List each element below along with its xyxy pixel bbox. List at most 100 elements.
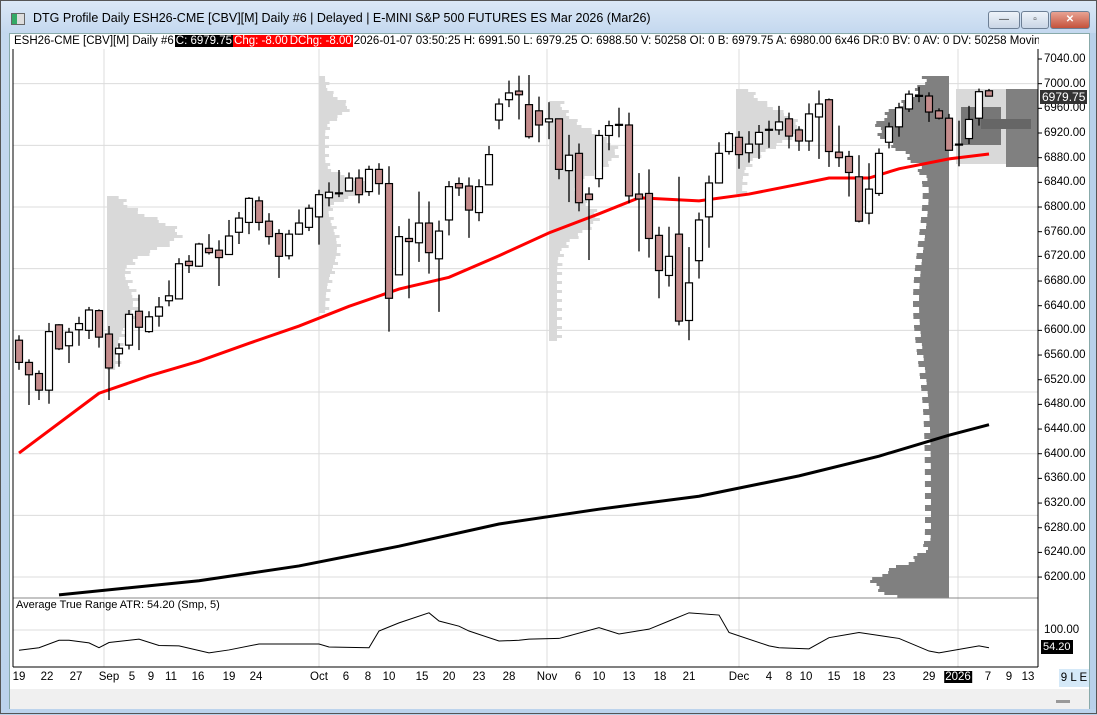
- date-tick-label: 7: [984, 671, 992, 683]
- candle-up: [474, 186, 484, 214]
- date-tick-label: 22: [40, 671, 54, 683]
- candle-up: [444, 186, 454, 221]
- price-tick-label: 6520.00: [1044, 373, 1086, 386]
- date-tick-label: 8: [785, 671, 793, 683]
- candle-up: [864, 188, 874, 214]
- candle-up: [294, 222, 304, 235]
- date-tick-label: 24: [249, 671, 263, 683]
- composite-profile: [981, 119, 1031, 129]
- candle-down: [674, 233, 684, 322]
- candle-down: [34, 372, 44, 391]
- candle-up: [194, 243, 204, 267]
- date-tick-label: 16: [191, 671, 205, 683]
- candle-up: [704, 182, 714, 218]
- window-title: DTG Profile Daily ESH26-CME [CBV][M] Dai…: [33, 11, 651, 25]
- date-tick-label: 21: [682, 671, 696, 683]
- date-tick-label: 13: [1021, 671, 1035, 683]
- candle-down: [924, 95, 934, 113]
- date-tick-label: 11: [165, 671, 177, 683]
- candle-up: [44, 330, 54, 391]
- date-tick-label: 6: [574, 671, 582, 683]
- minimize-button[interactable]: —: [988, 11, 1020, 29]
- date-tick-label: 23: [882, 671, 896, 683]
- candle-down: [254, 200, 264, 224]
- candle-up: [974, 91, 984, 119]
- candle-down: [424, 222, 434, 254]
- candle-down: [854, 176, 864, 222]
- candle-up: [224, 235, 234, 256]
- price-tick-label: 6840.00: [1044, 176, 1086, 189]
- price-tick-label: 6800.00: [1044, 201, 1086, 214]
- price-tick-label: 6480.00: [1044, 398, 1086, 411]
- date-tick-label: 2026: [944, 671, 972, 683]
- candle-up: [144, 316, 154, 333]
- candle-up: [814, 103, 824, 118]
- candle-down: [584, 193, 594, 201]
- maximize-button[interactable]: ▫: [1021, 11, 1049, 29]
- date-tick-label: 4: [765, 671, 773, 683]
- candle-up: [174, 263, 184, 300]
- date-tick-label: 15: [415, 671, 429, 683]
- candle-up: [364, 168, 374, 193]
- scale-options-button[interactable]: 9 L E: [1059, 669, 1089, 687]
- date-tick-label: 20: [442, 671, 456, 683]
- date-tick-label: 8: [364, 671, 372, 683]
- date-tick-label: 9: [147, 671, 155, 683]
- bottom-toolbar: [10, 689, 1089, 709]
- candle-down: [14, 339, 24, 364]
- candle-down: [94, 310, 104, 338]
- date-tick-label: 5: [128, 671, 136, 683]
- candle-down: [844, 155, 854, 174]
- date-tick-label: 10: [799, 671, 813, 683]
- price-tick-label: 6200.00: [1044, 571, 1086, 584]
- price-tick-label: 6280.00: [1044, 521, 1086, 534]
- candle-up: [594, 134, 604, 180]
- candle-up: [724, 133, 734, 153]
- candle-up: [664, 255, 674, 277]
- date-tick-label: Dec: [728, 671, 750, 683]
- price-tick-label: 6640.00: [1044, 299, 1086, 312]
- price-tick-label: 7000.00: [1044, 77, 1086, 90]
- candle-up: [614, 123, 624, 126]
- candle-down: [984, 90, 994, 97]
- candle-up: [244, 197, 254, 224]
- atr-line: [18, 612, 990, 654]
- change-value: Chg: -8.00: [233, 35, 289, 47]
- candle-down: [934, 110, 944, 119]
- candle-down: [954, 143, 964, 146]
- candle-down: [354, 177, 364, 196]
- price-tick-label: 6560.00: [1044, 349, 1086, 362]
- date-tick-label: Oct: [310, 671, 328, 683]
- slow-moving-average-line: [58, 423, 990, 597]
- candle-up: [324, 191, 334, 199]
- price-tick-label: 6360.00: [1044, 472, 1086, 485]
- candle-down: [464, 185, 474, 211]
- scroll-handle[interactable]: [1056, 700, 1070, 703]
- candle-down: [374, 168, 384, 185]
- app-icon: [11, 13, 25, 25]
- date-tick-label: 23: [472, 671, 486, 683]
- symbol-label: ESH26-CME [CBV][M] Daily #6: [14, 35, 174, 47]
- candle-up: [304, 207, 314, 228]
- date-tick-label: 19: [12, 671, 26, 683]
- candle-down: [204, 247, 214, 254]
- date-tick-label: Nov: [536, 671, 558, 683]
- date-tick-label: 18: [852, 671, 866, 683]
- close-value: C: 6979.75: [174, 35, 234, 47]
- candle-down: [624, 124, 634, 197]
- candle-up: [414, 222, 424, 244]
- title-bar[interactable]: DTG Profile Daily ESH26-CME [CBV][M] Dai…: [1, 1, 1096, 33]
- candle-up: [744, 143, 754, 154]
- price-tick-label: 6720.00: [1044, 250, 1086, 263]
- candle-up: [394, 236, 404, 276]
- close-button[interactable]: ✕: [1050, 11, 1090, 29]
- candle-up: [914, 94, 924, 97]
- quote-info-line: ESH26-CME [CBV][M] Daily #6 C: 6979.75 Chg…: [13, 34, 1039, 49]
- candle-up: [694, 219, 704, 262]
- candle-up: [564, 154, 574, 172]
- candle-up: [894, 107, 904, 128]
- volume-profile: [319, 76, 370, 313]
- candle-down: [634, 193, 644, 200]
- candle-up: [884, 126, 894, 143]
